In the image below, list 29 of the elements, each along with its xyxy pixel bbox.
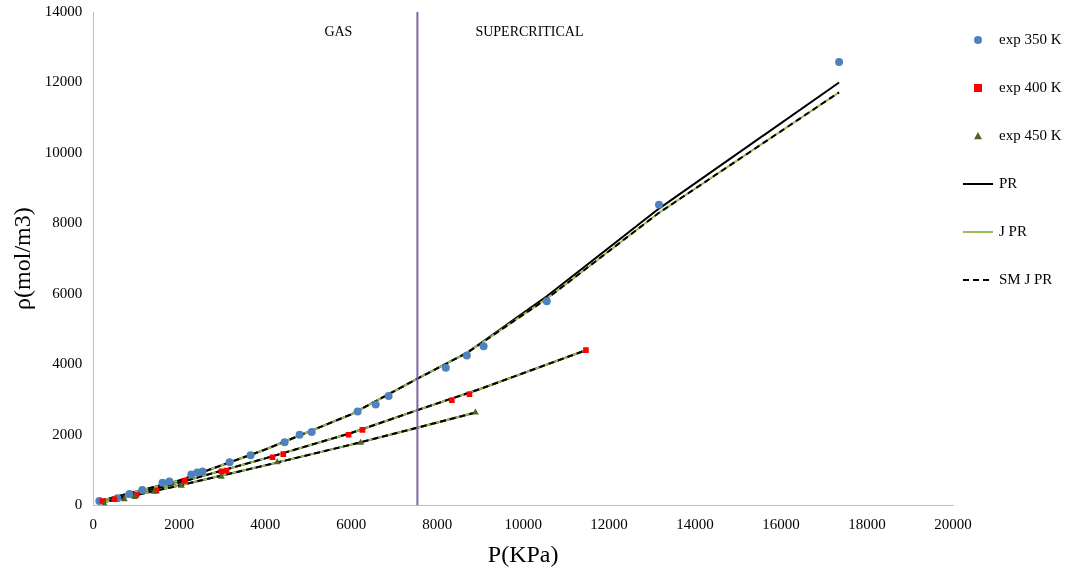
y-tick-label: 2000	[52, 425, 83, 442]
legend-label: exp 400 K	[999, 78, 1062, 95]
x-tick-label: 8000	[422, 516, 453, 533]
x-tick-label: 2000	[164, 516, 195, 533]
legend-label: exp 450 K	[999, 126, 1062, 143]
y-tick-label: 10000	[44, 143, 83, 160]
x-tick-label: 12000	[590, 516, 628, 533]
x-tick-label: 16000	[762, 516, 800, 533]
y-tick-label: 8000	[52, 214, 83, 231]
y-tick-label: 4000	[52, 355, 83, 372]
x-tick-label: 0	[89, 516, 98, 533]
y-tick-label: 12000	[44, 73, 83, 90]
x-tick-label: 6000	[336, 516, 367, 533]
x-tick-label: 20000	[934, 516, 972, 533]
x-tick-label: 14000	[676, 516, 714, 533]
x-tick-label: 10000	[504, 516, 542, 533]
x-axis-title: P(KPa)	[487, 540, 559, 567]
legend-label: J PR	[999, 222, 1027, 239]
y-tick-label: 0	[74, 496, 83, 513]
y-tick-label: 6000	[52, 284, 83, 301]
annotation: GAS	[324, 23, 353, 39]
x-tick-label: 4000	[250, 516, 281, 533]
x-tick-label: 18000	[848, 516, 886, 533]
legend-label: exp 350 K	[999, 30, 1062, 47]
y-tick-label: 14000	[44, 2, 83, 19]
y-axis-title: ρ(mol/m3)	[8, 207, 35, 310]
annotation: SUPERCRITICAL	[475, 23, 584, 39]
legend-label: PR	[999, 174, 1018, 191]
legend-label: SM J PR	[999, 270, 1053, 287]
